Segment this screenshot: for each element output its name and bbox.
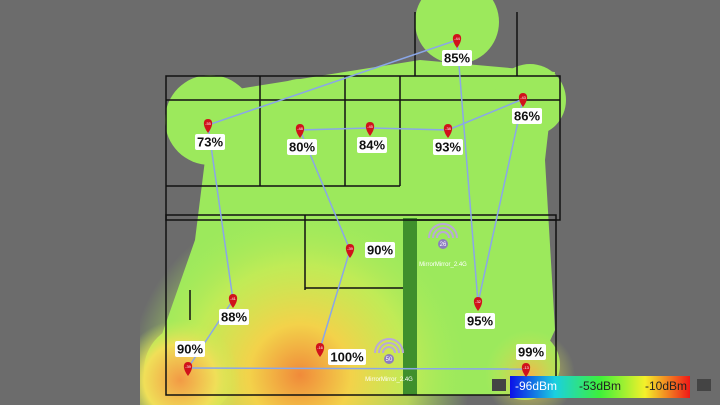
measurement-point: -45 84%: [357, 122, 387, 153]
coverage-percent: 100%: [330, 349, 364, 364]
pin-signal: -16: [317, 345, 324, 350]
pin-signal: -41: [230, 296, 237, 301]
access-point: 26 MirrorMirror_2.4G: [419, 223, 467, 268]
measurement-point: -39 90%: [345, 242, 395, 258]
access-point: 50 MirrorMirror_2.4G: [365, 338, 413, 383]
coverage-percent: 95%: [467, 313, 493, 328]
ap-signal: [378, 342, 400, 354]
ap-dot: [438, 239, 448, 249]
measurement-point: -41 88%: [219, 294, 249, 325]
pin-signal: -38: [445, 126, 452, 131]
measurement-point: -13 99%: [516, 344, 546, 377]
ap-signal: [432, 227, 454, 239]
pin: [473, 297, 483, 311]
measurement-point: -32 95%: [465, 297, 495, 329]
pin: [315, 343, 325, 357]
coverage-percent: 85%: [444, 50, 470, 65]
ap-channel: 26: [440, 242, 447, 248]
pin-signal: -55: [205, 121, 212, 126]
ap-signal: [436, 231, 450, 239]
coverage-percent: 73%: [197, 134, 223, 149]
measurement-point: -43 86%: [512, 93, 542, 124]
coverage-percent: 80%: [289, 139, 315, 154]
measurement-point: -16 100%: [315, 343, 366, 365]
pin: [295, 124, 305, 138]
ap-signal: [428, 223, 458, 239]
coverage-percent: 88%: [221, 309, 247, 324]
label-bg: [433, 139, 463, 155]
ap-name: MirrorMirror_2.4G: [419, 262, 467, 268]
coverage-percent: 84%: [359, 137, 385, 152]
walls: [165, 12, 561, 396]
ap-dot: [384, 354, 394, 364]
label-bg: [195, 134, 225, 150]
pin-signal: -32: [475, 299, 482, 304]
label-bg: [442, 50, 472, 66]
label-bg: [512, 108, 542, 124]
pin: [228, 294, 238, 308]
ap-name: MirrorMirror_2.4G: [365, 377, 413, 383]
measurement-point: -44 85%: [442, 34, 472, 66]
legend-bar: [510, 376, 690, 398]
legend-min: -96dBm: [515, 379, 557, 393]
pin-signal: -48: [297, 126, 304, 131]
measurement-point: -38 93%: [433, 124, 463, 155]
measurement-point: -39 90%: [175, 341, 205, 376]
legend-icon: [697, 379, 711, 391]
pin-signal: -13: [523, 365, 530, 370]
pin: [345, 244, 355, 258]
coverage-percent: 99%: [518, 344, 544, 359]
legend-mid: -53dBm: [579, 379, 621, 393]
ap-signal: [374, 338, 404, 354]
label-bg: [328, 349, 366, 365]
pin: [521, 363, 531, 377]
label-bg: [365, 242, 395, 258]
pin-signal: -45: [367, 124, 374, 129]
coverage-percent: 86%: [514, 108, 540, 123]
measurement-point: -48 80%: [287, 124, 317, 155]
ap-channel: 50: [386, 357, 393, 363]
legend-icon: [492, 379, 506, 391]
pin-signal: -39: [185, 364, 192, 369]
label-bg: [287, 139, 317, 155]
coverage-percent: 90%: [367, 242, 393, 257]
label-bg: [357, 137, 387, 153]
pin: [443, 124, 453, 138]
ap-signal: [382, 346, 396, 354]
legend-max: -10dBm: [645, 379, 687, 393]
pin-signal: -39: [347, 246, 354, 251]
pin-signal: -44: [454, 36, 461, 41]
pin: [365, 122, 375, 136]
pin: [183, 362, 193, 376]
label-bg: [175, 341, 205, 357]
wall-thick: [403, 218, 417, 395]
pin: [452, 34, 462, 48]
legend: -96dBm -53dBm -10dBm: [492, 376, 711, 398]
pin: [518, 93, 528, 107]
coverage-percent: 93%: [435, 139, 461, 154]
measurement-point: -55 73%: [195, 119, 225, 150]
pin: [203, 119, 213, 133]
pin-signal: -43: [520, 95, 527, 100]
label-bg: [465, 313, 495, 329]
label-bg: [219, 309, 249, 325]
label-bg: [516, 344, 546, 360]
coverage-percent: 90%: [177, 341, 203, 356]
